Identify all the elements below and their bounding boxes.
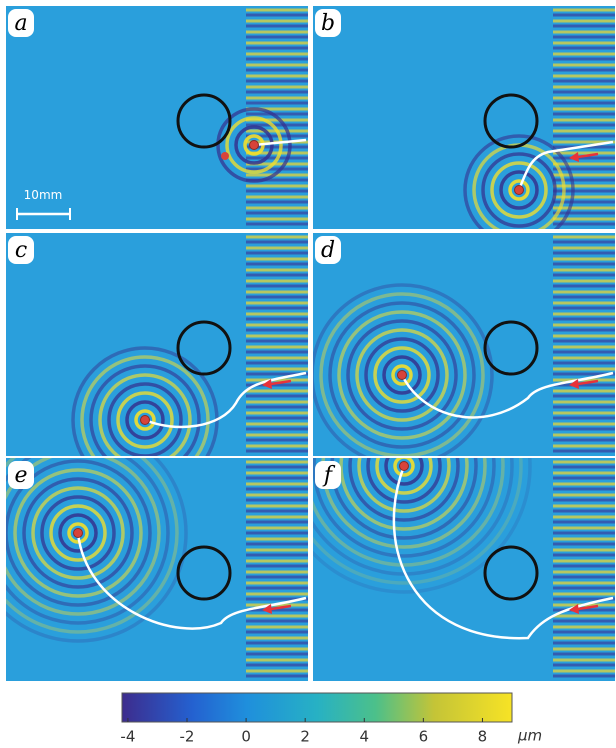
panel: c (6, 233, 308, 492)
wave-field (6, 233, 308, 492)
droplet (398, 371, 407, 380)
droplet (141, 416, 150, 425)
droplet (400, 462, 409, 471)
wave-field (313, 6, 615, 244)
wave-field (312, 233, 615, 465)
colorbar-tick-label: 4 (359, 728, 369, 746)
colorbar-tick-label: 8 (478, 728, 488, 746)
droplet (515, 186, 524, 195)
colorbar-tick-label: -2 (180, 728, 195, 746)
colorbar-tick-label: 6 (419, 728, 429, 746)
panel-label: c (15, 238, 27, 263)
panel-label: e (14, 463, 27, 488)
droplet (250, 141, 259, 150)
panel: b (313, 6, 615, 244)
colorbar-unit: μm (517, 727, 542, 745)
panel-label: d (321, 238, 335, 263)
colorbar-tick-label: 0 (241, 728, 251, 746)
scale-bar-label: 10mm (24, 188, 63, 202)
panel: d (312, 233, 615, 465)
wave-field (0, 425, 308, 681)
figure: abcdef 10mm μm -4-202468 (0, 0, 616, 748)
panel: e (0, 425, 308, 681)
colorbar-gradient (122, 693, 512, 722)
panel-label: b (321, 11, 335, 36)
panel-label: a (14, 11, 27, 36)
colorbar-tick-label: -4 (120, 728, 135, 746)
colorbar-tick-label: 2 (300, 728, 310, 746)
droplet (74, 529, 83, 538)
droplet-image (221, 152, 229, 160)
colorbar: μm -4 -2 0 2 4 6 8 (120, 693, 542, 746)
